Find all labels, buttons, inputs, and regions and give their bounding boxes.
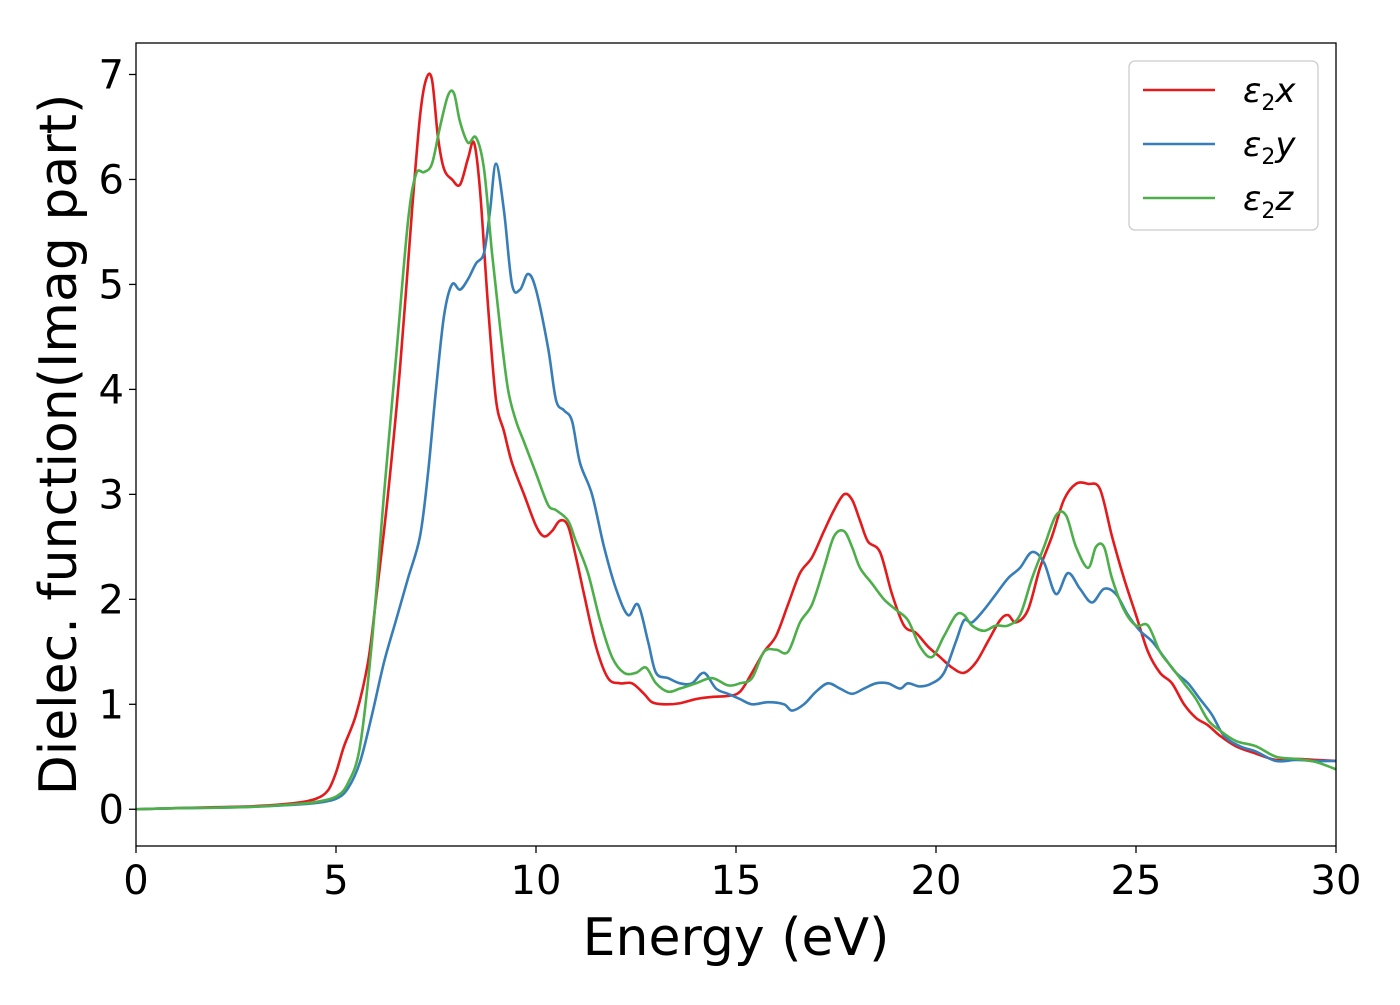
series-layer xyxy=(136,72,1336,811)
legend-box xyxy=(1128,60,1319,231)
y-tick-label: 2 xyxy=(99,577,124,623)
ticks-layer: 0 5 10 15 20 25 30 0 1 2 3 4 5 6 7 xyxy=(99,52,1362,904)
y-tick-label: 1 xyxy=(99,682,124,728)
x-tick-label: 15 xyxy=(711,858,762,904)
y-tick-label: 7 xyxy=(99,52,124,98)
legend: ε2x ε2y ε2z xyxy=(1128,60,1319,231)
y-tick-label: 0 xyxy=(99,787,124,833)
legend-label-z: ε2z xyxy=(1243,179,1294,224)
x-tick-label: 10 xyxy=(511,858,562,904)
series-line-z xyxy=(136,89,1336,811)
series-line-x xyxy=(136,72,1336,811)
x-tick-label: 20 xyxy=(911,858,962,904)
x-tick-label: 5 xyxy=(323,858,348,904)
x-axis-title: Energy (eV) xyxy=(583,908,890,968)
series-line-y xyxy=(136,162,1336,811)
y-tick-label: 4 xyxy=(99,367,124,413)
y-tick-label: 6 xyxy=(99,157,124,203)
x-tick-label: 30 xyxy=(1311,858,1362,904)
x-tick-label: 0 xyxy=(123,858,148,904)
legend-label-y: ε2y xyxy=(1243,125,1296,170)
y-tick-label: 5 xyxy=(99,262,124,308)
y-tick-label: 3 xyxy=(99,472,124,518)
y-axis-title: Dielec. function(Imag part) xyxy=(29,94,89,796)
x-tick-label: 25 xyxy=(1111,858,1162,904)
legend-label-x: ε2x xyxy=(1243,71,1296,116)
